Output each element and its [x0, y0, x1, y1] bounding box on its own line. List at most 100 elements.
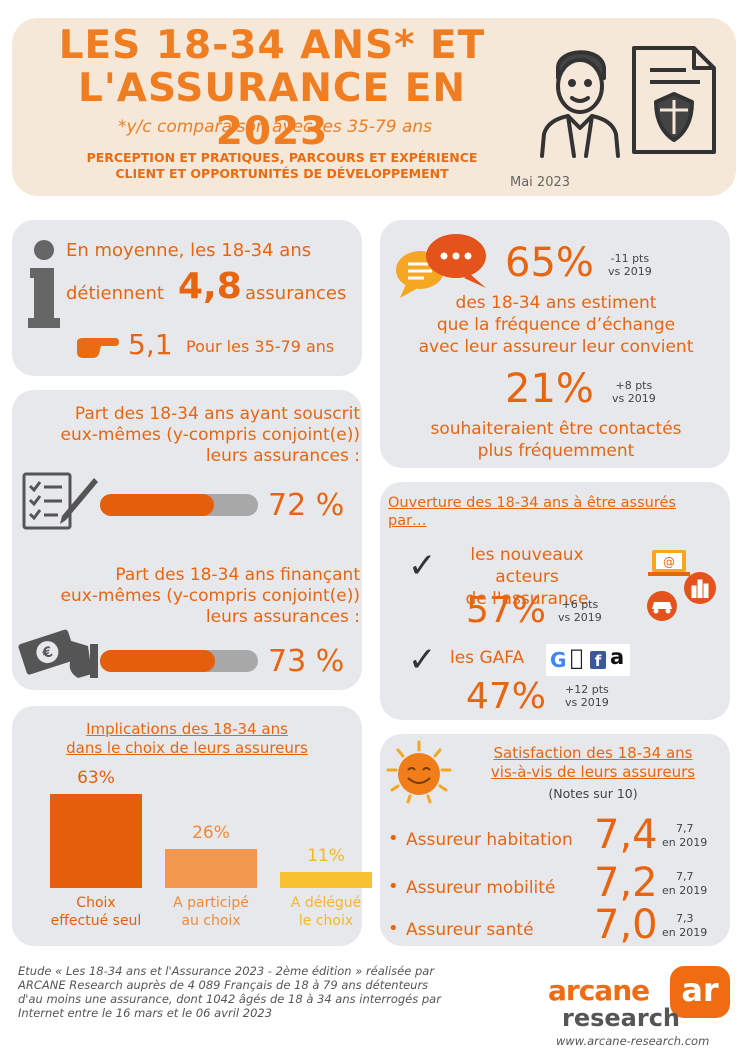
exchange-text-1-line-2: que la fréquence d’échange: [436, 315, 676, 335]
subscribed-bar-fill: [100, 494, 214, 516]
title-line-1: LES 18-34 ANS* ET: [58, 23, 486, 68]
satisfaction-title: Satisfaction des 18-34 ans vis-à-vis de …: [478, 744, 708, 782]
satisfaction-score: 7,0: [594, 902, 658, 948]
footnote-line-4: Internet entre le 16 mars et le 06 avril…: [18, 1006, 273, 1020]
compare-label: Pour les 35-79 ans: [186, 337, 335, 356]
compare-value: 5,1: [128, 328, 173, 361]
logo-word-arcane: arcane: [548, 974, 650, 1007]
involvement-title-line-1: Implications des 18-34 ans: [86, 720, 288, 738]
financing-line-1: Part des 18-34 ans finançant: [115, 565, 360, 585]
financing-bar-track: [100, 650, 258, 672]
header-banner: [12, 18, 736, 196]
arcane-research-logo: arcane ar research www.arcane-research.c…: [546, 966, 736, 1052]
tagline: PERCEPTION ET PRATIQUES, PARCOURS ET EXP…: [48, 150, 516, 182]
involvement-bar-label-line-1: A participé: [173, 895, 249, 911]
study-footnote: Etude « Les 18-34 ans et l'Assurance 202…: [18, 964, 538, 1020]
satisfaction-prev-value: 7,3: [676, 912, 694, 925]
satisfaction-bullet: •: [388, 876, 399, 897]
gafa-logos: G  f a: [546, 644, 630, 676]
tagline-line-1: PERCEPTION ET PRATIQUES, PARCOURS ET EXP…: [86, 150, 478, 165]
satisfaction-title-line-1: Satisfaction des 18-34 ans: [493, 744, 693, 762]
financing-bar-fill: [100, 650, 216, 672]
subscribed-value: 72 %: [268, 488, 345, 523]
openness-item-2-pct: 47%: [466, 676, 547, 717]
openness-title-line-2: par…: [388, 513, 427, 529]
openness-title: Ouverture des 18-34 ans à être assurés p…: [388, 494, 676, 530]
average-line-1: En moyenne, les 18-34 ans: [66, 240, 312, 261]
exchange-pct-1: 65%: [505, 240, 594, 286]
satisfaction-label: Assureur mobilité: [406, 878, 556, 898]
subscribed-bar-track: [100, 494, 258, 516]
subscribed-line-2: eux-mêmes (y-compris conjoint(e)): [60, 425, 361, 445]
satisfaction-title-line-2: vis-à-vis de leurs assureurs: [490, 763, 696, 781]
svg-text:€: €: [40, 644, 55, 663]
google-logo: G: [550, 648, 567, 672]
openness-item-1-line-2: de l'assurance: [465, 589, 589, 609]
exchange-text-1-line-1: des 18-34 ans estiment: [455, 293, 657, 313]
financing-line-3: leurs assurances :: [205, 607, 360, 627]
openness-item-2-delta: +12 pts vs 2019: [565, 683, 609, 709]
involvement-bar-label-line-1: Choix: [76, 895, 116, 911]
subscribed-line-1: Part des 18-34 ans ayant souscrit: [74, 404, 360, 424]
checkmark-icon-2: ✓: [408, 640, 437, 680]
website-link[interactable]: www.arcane-research.com: [556, 1034, 710, 1048]
average-value: 4,8: [178, 266, 242, 307]
financing-value: 73 %: [268, 644, 345, 679]
exchange-delta-2-ref: vs 2019: [612, 392, 656, 405]
exchange-delta-2: +8 pts vs 2019: [612, 379, 656, 405]
financing-line-2: eux-mêmes (y-compris conjoint(e)): [60, 586, 361, 606]
involvement-bar-label: A participé au choix: [155, 894, 267, 930]
exchange-text-2-line-2: plus fréquemment: [477, 441, 635, 461]
openness-item-1-pct: 57%: [466, 590, 547, 631]
info-icon: [28, 240, 60, 328]
satisfaction-prev-value: 7,7: [676, 870, 694, 883]
tagline-line-2: CLIENT ET OPPORTUNITÉS DE DÉVELOPPEMENT: [115, 166, 449, 181]
apple-logo-icon: : [570, 646, 583, 671]
exchange-delta-1: -11 pts vs 2019: [608, 252, 652, 278]
involvement-bar-pct: 63%: [77, 768, 115, 788]
subscribed-question: Part des 18-34 ans ayant souscrit eux-mê…: [20, 404, 361, 467]
openness-item-1-line-1: les nouveaux acteurs: [470, 545, 584, 587]
openness-title-line-1: Ouverture des 18-34 ans à être assurés: [388, 495, 676, 511]
involvement-bar-label: Choix effectué seul: [40, 894, 152, 930]
satisfaction-label: Assureur santé: [406, 920, 534, 940]
average-insurances-card: [12, 220, 362, 376]
chat-bubbles-icon: [396, 234, 486, 298]
involvement-bar-label: A délégué le choix: [270, 894, 382, 930]
exchange-text-2: souhaiteraient être contactés plus fréqu…: [386, 418, 726, 462]
satisfaction-prev-label: en 2019: [662, 884, 708, 897]
subtitle: *y/c comparaison avec les 35-79 ans: [117, 117, 433, 137]
average-line-2-pre: détiennent: [66, 283, 164, 304]
sun-smiley-icon: [386, 740, 452, 804]
logo-word-research: research: [562, 1004, 681, 1032]
satisfaction-prev-label: en 2019: [662, 926, 708, 939]
amazon-logo: a: [610, 645, 625, 669]
new-players-icons: @: [647, 550, 716, 621]
insurance-document-icon: [632, 46, 716, 154]
satisfaction-bullet: •: [388, 918, 399, 939]
involvement-bar-pct: 11%: [307, 845, 345, 866]
facebook-logo: f: [590, 651, 606, 670]
person-icon: [540, 50, 620, 158]
satisfaction-score: 7,2: [594, 860, 658, 906]
involvement-title: Implications des 18-34 ans dans le choix…: [12, 720, 362, 758]
pointing-hand-icon: [77, 338, 119, 358]
openness-item-1-delta-value: +6 pts: [561, 598, 599, 611]
involvement-title-line-2: dans le choix de leurs assureurs: [66, 739, 308, 757]
average-line-2-post: assurances: [245, 283, 347, 304]
title-line-2: L'ASSURANCE EN 2023: [77, 66, 467, 154]
satisfaction-prev-value: 7,7: [676, 822, 694, 835]
exchange-delta-1-value: -11 pts: [610, 252, 650, 265]
openness-item-1-delta: +6 pts vs 2019: [558, 598, 602, 624]
exchange-pct-2: 21%: [505, 366, 594, 412]
satisfaction-note: (Notes sur 10): [548, 786, 638, 801]
openness-item-1-delta-ref: vs 2019: [558, 611, 602, 624]
satisfaction-prev-label: en 2019: [662, 836, 708, 849]
satisfaction-label: Assureur habitation: [406, 830, 573, 850]
exchange-delta-2-value: +8 pts: [615, 379, 653, 392]
satisfaction-bullet: •: [388, 828, 399, 849]
openness-item-2-label: les GAFA: [450, 648, 525, 668]
page-title: LES 18-34 ANS* ET L'ASSURANCE EN 2023: [32, 24, 512, 153]
publication-date: Mai 2023: [510, 175, 571, 190]
exchange-text-1-line-3: avec leur assureur leur convient: [418, 337, 694, 357]
